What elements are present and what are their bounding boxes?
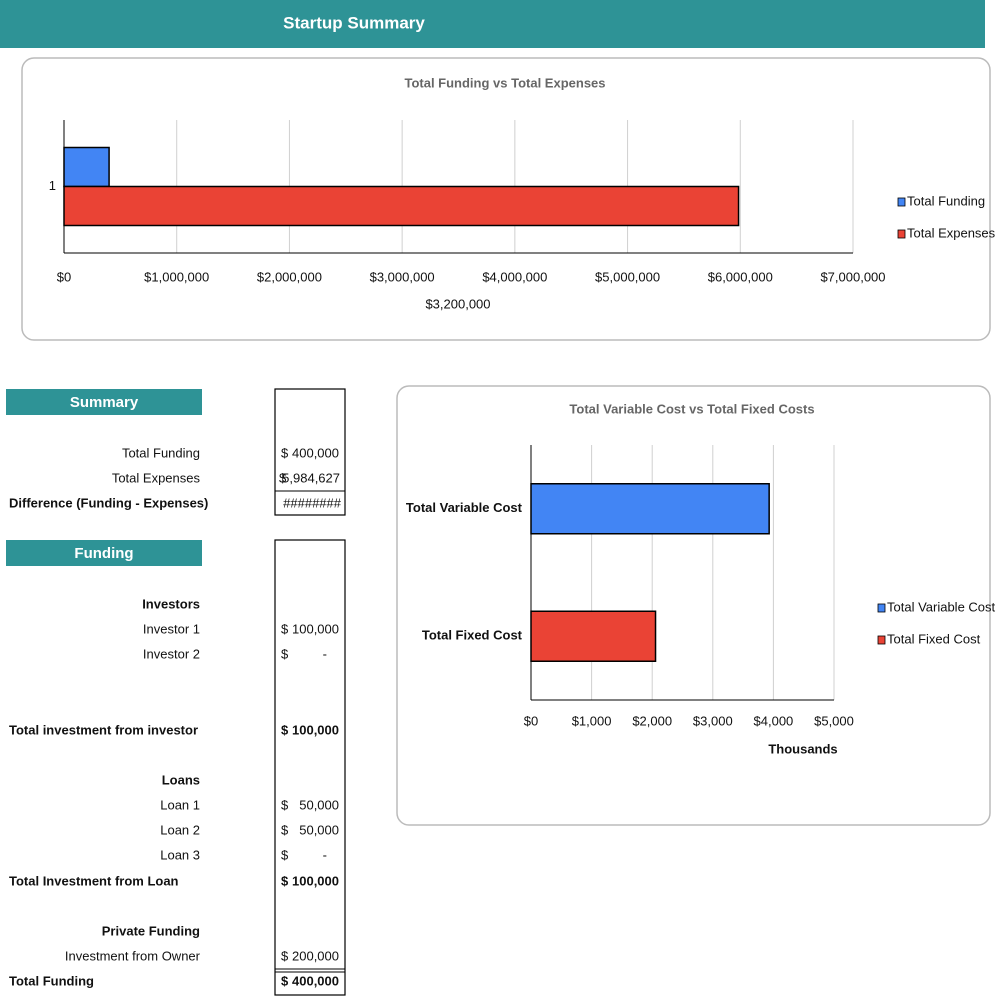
row-label: Total Investment from Loan — [9, 873, 179, 888]
amount: 400,000 — [292, 445, 339, 460]
row-label: Investor 1 — [143, 621, 200, 636]
bar — [63, 185, 740, 227]
row-label: Investment from Owner — [65, 948, 201, 963]
x-tick-label: $0 — [57, 269, 71, 284]
section-header — [6, 389, 202, 415]
x-tick-label: $2,000,000 — [257, 269, 322, 284]
row-heading: Investors — [142, 596, 200, 611]
legend-swatch — [897, 197, 906, 207]
row-label: Total Expenses — [112, 470, 201, 485]
section-title: Funding — [74, 545, 133, 562]
amount: 100,000 — [292, 621, 339, 636]
currency: $ — [281, 873, 289, 888]
currency: $ — [281, 797, 289, 812]
category-label: Total Variable Cost — [406, 500, 523, 515]
row-heading: Loans — [162, 772, 200, 787]
header-bar — [0, 0, 985, 48]
x-tick-label: $4,000 — [754, 713, 794, 728]
x-tick-label: $5,000 — [814, 713, 854, 728]
annotation: $3,200,000 — [425, 296, 490, 311]
legend-swatch — [877, 635, 886, 645]
legend-label: Total Funding — [907, 193, 985, 208]
chart-title: Total Funding vs Total Expenses — [404, 75, 605, 90]
row-label: Loan 2 — [160, 822, 200, 837]
amount: 50,000 — [299, 797, 339, 812]
amount: 100,000 — [292, 722, 339, 737]
currency: $ — [281, 646, 289, 661]
x-axis-title: Thousands — [768, 741, 837, 756]
amount: - — [323, 646, 327, 661]
page-title: Startup Summary — [283, 13, 425, 32]
category-label: Total Fixed Cost — [422, 628, 523, 643]
row-label: Total Funding — [122, 445, 200, 460]
bar — [63, 146, 110, 188]
currency: $ — [281, 722, 289, 737]
amount: ######## — [283, 495, 342, 510]
amount: 100,000 — [292, 873, 339, 888]
legend-label: Total Variable Cost — [887, 599, 996, 614]
currency: $ — [281, 822, 289, 837]
row-label: Loan 3 — [160, 847, 200, 862]
row-label: Difference (Funding - Expenses) — [9, 495, 208, 510]
row-label: Total investment from investor — [9, 722, 198, 737]
x-tick-label: $1,000,000 — [144, 269, 209, 284]
currency: $ — [281, 973, 289, 988]
chart-title: Total Variable Cost vs Total Fixed Costs — [569, 401, 814, 416]
x-tick-label: $4,000,000 — [482, 269, 547, 284]
currency: $ — [281, 948, 289, 963]
currency: $ — [281, 847, 289, 862]
section-header — [6, 540, 202, 566]
currency: $ — [281, 621, 289, 636]
amount: 200,000 — [292, 948, 339, 963]
legend-label: Total Fixed Cost — [887, 631, 981, 646]
legend-swatch — [897, 229, 906, 239]
x-tick-label: $3,000 — [693, 713, 733, 728]
bar — [530, 483, 770, 535]
value-box — [274, 388, 346, 516]
row-label: Loan 1 — [160, 797, 200, 812]
x-tick-label: $6,000,000 — [708, 269, 773, 284]
currency: $ — [279, 470, 287, 485]
x-tick-label: $3,000,000 — [370, 269, 435, 284]
row-heading: Private Funding — [102, 923, 200, 938]
amount: 400,000 — [292, 973, 339, 988]
x-tick-label: $2,000 — [632, 713, 672, 728]
amount: - — [323, 847, 327, 862]
amount: 50,000 — [299, 822, 339, 837]
currency: $ — [281, 445, 289, 460]
x-tick-label: $5,000,000 — [595, 269, 660, 284]
x-tick-label: $7,000,000 — [820, 269, 885, 284]
row-label: Total Funding — [9, 973, 94, 988]
section-title: Summary — [70, 394, 139, 411]
value-box — [274, 539, 346, 996]
bar — [530, 610, 657, 662]
amount: 5,984,627 — [282, 470, 340, 485]
row-label: Investor 2 — [143, 646, 200, 661]
x-tick-label: $0 — [524, 713, 538, 728]
legend-label: Total Expenses — [907, 225, 996, 240]
category-label: 1 — [49, 178, 56, 193]
x-tick-label: $1,000 — [572, 713, 612, 728]
legend-swatch — [877, 603, 886, 613]
